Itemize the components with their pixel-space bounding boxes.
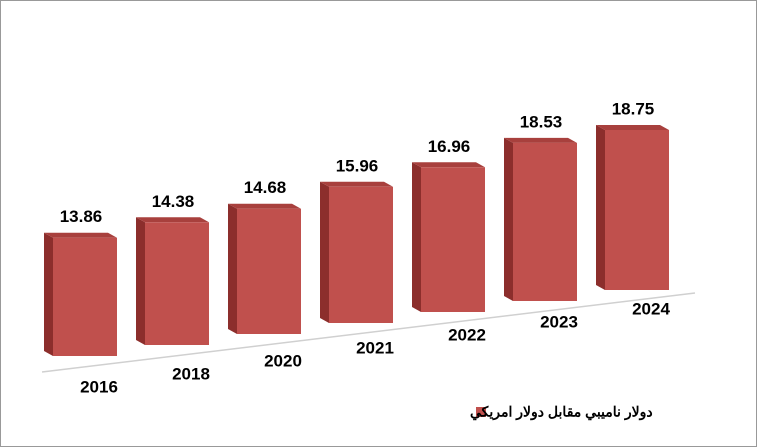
x-tick-label: 2018 bbox=[172, 364, 210, 383]
bar-side bbox=[228, 203, 237, 334]
x-tick-label: 2022 bbox=[448, 325, 486, 344]
bar-side bbox=[412, 162, 421, 312]
bar-side bbox=[44, 232, 53, 356]
bar-top bbox=[412, 162, 485, 168]
bar-top bbox=[504, 137, 577, 143]
bar bbox=[237, 208, 301, 334]
data-label: 18.75 bbox=[612, 99, 655, 118]
bar-side bbox=[320, 181, 329, 323]
legend-label: دولار ناميبي مقابل دولار امريكي bbox=[470, 404, 653, 421]
bar-side bbox=[136, 217, 145, 345]
bar bbox=[145, 222, 209, 345]
bar bbox=[605, 130, 669, 290]
data-label: 14.68 bbox=[244, 178, 287, 197]
x-tick-label: 2023 bbox=[540, 312, 578, 331]
x-tick-label: 2021 bbox=[356, 338, 394, 357]
bar-top bbox=[136, 217, 209, 223]
data-label: 16.96 bbox=[428, 137, 471, 156]
x-tick-label: 2020 bbox=[264, 351, 302, 370]
data-label: 18.53 bbox=[520, 112, 563, 131]
bar bbox=[513, 142, 577, 301]
bar bbox=[421, 167, 485, 312]
data-label: 14.38 bbox=[152, 192, 195, 211]
data-label: 13.86 bbox=[60, 207, 103, 226]
bar bbox=[53, 237, 117, 356]
bar-top bbox=[228, 203, 301, 209]
bar-top bbox=[320, 181, 393, 187]
x-tick-label: 2024 bbox=[632, 299, 670, 318]
legend-swatch bbox=[476, 407, 486, 417]
bar-top bbox=[44, 232, 117, 238]
floor-line bbox=[41, 292, 696, 373]
bar-side bbox=[596, 125, 605, 290]
bar bbox=[329, 186, 393, 323]
bar-top bbox=[596, 125, 669, 130]
bar-side bbox=[504, 137, 513, 301]
data-label: 15.96 bbox=[336, 156, 379, 175]
x-tick-label: 2016 bbox=[80, 377, 118, 396]
